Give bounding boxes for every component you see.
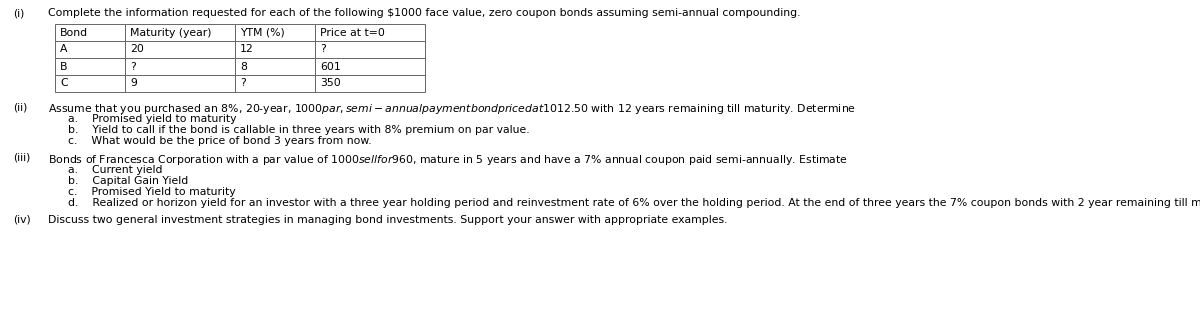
Bar — [55, 75, 125, 92]
Text: ?: ? — [130, 61, 136, 71]
Text: Maturity (year): Maturity (year) — [130, 27, 211, 37]
Text: ?: ? — [320, 45, 325, 55]
Text: A: A — [60, 45, 67, 55]
Bar — [235, 75, 314, 92]
Text: B: B — [60, 61, 67, 71]
Text: Assume that you purchased an 8%, 20-year, $1000 par, semi-annual payment bond pr: Assume that you purchased an 8%, 20-year… — [48, 102, 856, 116]
Text: b.    Yield to call if the bond is callable in three years with 8% premium on pa: b. Yield to call if the bond is callable… — [68, 125, 529, 135]
Text: ?: ? — [240, 78, 246, 89]
Text: YTM (%): YTM (%) — [240, 27, 284, 37]
Bar — [314, 58, 425, 75]
Text: a.    Promised yield to maturity: a. Promised yield to maturity — [68, 114, 236, 124]
Bar — [314, 24, 425, 41]
Text: (ii): (ii) — [13, 102, 28, 112]
Text: 12: 12 — [240, 45, 253, 55]
Bar — [55, 58, 125, 75]
Text: Complete the information requested for each of the following $1000 face value, z: Complete the information requested for e… — [48, 8, 800, 18]
Bar — [235, 24, 314, 41]
Text: c.    Promised Yield to maturity: c. Promised Yield to maturity — [68, 187, 235, 197]
Text: (i): (i) — [13, 8, 24, 18]
Bar — [235, 41, 314, 58]
Bar — [55, 41, 125, 58]
Text: 601: 601 — [320, 61, 341, 71]
Text: C: C — [60, 78, 67, 89]
Bar — [55, 24, 125, 41]
Text: Bond: Bond — [60, 27, 88, 37]
Text: 9: 9 — [130, 78, 137, 89]
Text: Price at t=0: Price at t=0 — [320, 27, 385, 37]
Bar — [314, 41, 425, 58]
Text: 20: 20 — [130, 45, 144, 55]
Text: d.    Realized or horizon yield for an investor with a three year holding period: d. Realized or horizon yield for an inve… — [68, 198, 1200, 208]
Text: Bonds of Francesca Corporation with a par value of $1000 sell for $960, mature i: Bonds of Francesca Corporation with a pa… — [48, 153, 848, 167]
Text: (iii): (iii) — [13, 153, 30, 163]
Bar — [314, 75, 425, 92]
Text: c.    What would be the price of bond 3 years from now.: c. What would be the price of bond 3 yea… — [68, 136, 372, 146]
Text: b.    Capital Gain Yield: b. Capital Gain Yield — [68, 176, 188, 186]
Text: 8: 8 — [240, 61, 247, 71]
Text: 350: 350 — [320, 78, 341, 89]
Text: Discuss two general investment strategies in managing bond investments. Support : Discuss two general investment strategie… — [48, 215, 727, 225]
Bar — [125, 41, 235, 58]
Text: a.    Current yield: a. Current yield — [68, 165, 162, 175]
Bar — [125, 24, 235, 41]
Bar — [125, 58, 235, 75]
Bar — [125, 75, 235, 92]
Text: (iv): (iv) — [13, 215, 31, 225]
Bar — [235, 58, 314, 75]
